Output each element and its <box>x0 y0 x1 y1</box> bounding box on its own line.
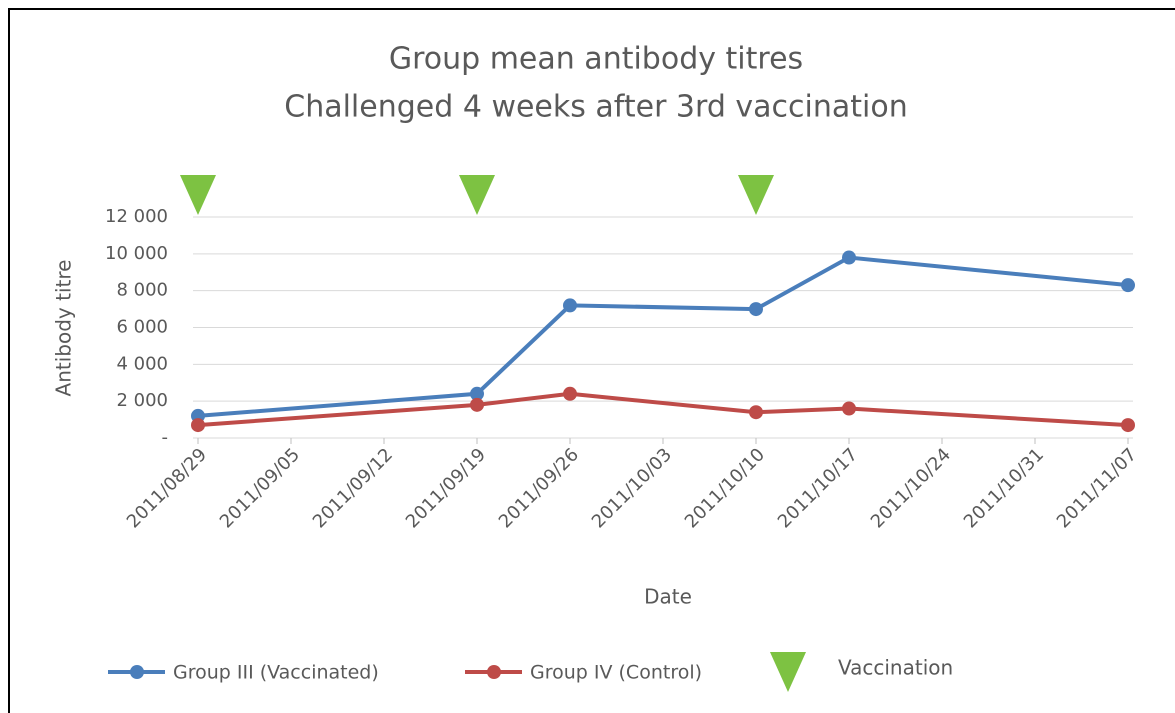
vaccination-marker <box>459 175 495 215</box>
data-point <box>842 250 856 265</box>
series-line <box>197 391 1129 428</box>
data-point <box>1121 418 1135 433</box>
data-point <box>563 298 577 313</box>
y-tick-label: 10 000 <box>105 243 168 264</box>
series-line <box>197 255 1129 418</box>
data-point <box>191 418 205 433</box>
y-tick-label: 6 000 <box>116 317 168 338</box>
data-point <box>470 386 484 401</box>
data-point <box>563 386 577 401</box>
legend-marker <box>487 665 501 679</box>
y-tick-label: 4 000 <box>116 353 168 374</box>
data-point <box>749 302 763 317</box>
frame <box>8 8 1175 713</box>
legend-label: Vaccination <box>838 656 953 680</box>
legend-marker <box>770 652 806 692</box>
legend-marker <box>130 665 144 679</box>
data-point <box>842 401 856 416</box>
y-axis-label: Antibody titre <box>52 260 76 397</box>
data-point <box>470 397 484 412</box>
chart-subtitle: Challenged 4 weeks after 3rd vaccination <box>284 90 907 125</box>
legend-label: Group III (Vaccinated) <box>173 662 379 684</box>
y-tick-label: 8 000 <box>116 280 168 301</box>
data-point <box>1121 278 1135 293</box>
vaccination-marker <box>180 175 216 215</box>
x-axis-label: Date <box>644 585 692 609</box>
data-point <box>749 405 763 420</box>
vaccination-marker <box>738 175 774 215</box>
chart-title: Group mean antibody titres <box>389 42 803 77</box>
y-tick-label: - <box>162 427 169 448</box>
legend-label: Group IV (Control) <box>530 662 702 684</box>
y-tick-label: 2 000 <box>116 390 168 411</box>
y-tick-label: 12 000 <box>105 206 168 227</box>
